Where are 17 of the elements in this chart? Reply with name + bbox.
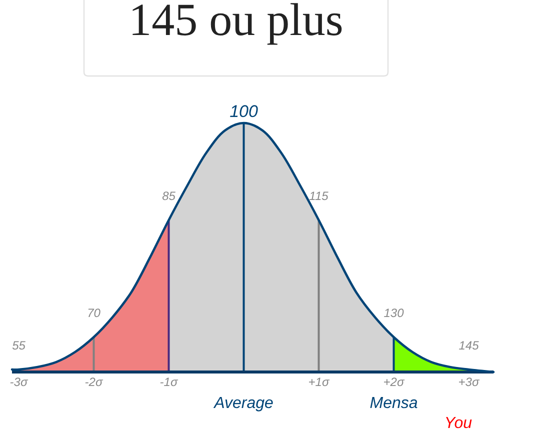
x-tick-label: -1σ <box>160 375 178 389</box>
annotation: 100 <box>230 102 258 121</box>
x-tick-label: -2σ <box>84 375 104 389</box>
x-tick-label: +2σ <box>383 375 405 389</box>
ref-line-label: Average <box>213 395 274 412</box>
ref-line-label: Mensa <box>370 395 418 412</box>
annotation: 85 <box>162 189 176 204</box>
chart-title: 145 ou plus <box>128 0 344 45</box>
annotation: 130 <box>384 306 404 320</box>
x-tick-label: +1σ <box>308 375 330 389</box>
x-tick-label: -3σ <box>10 375 28 389</box>
annotation: 145 <box>458 338 480 353</box>
x-tick-label: +3σ <box>458 375 480 389</box>
annotation: 70 <box>87 306 101 320</box>
annotation: 55 <box>12 338 26 353</box>
annotation: 115 <box>309 189 329 204</box>
text: You <box>444 415 472 432</box>
